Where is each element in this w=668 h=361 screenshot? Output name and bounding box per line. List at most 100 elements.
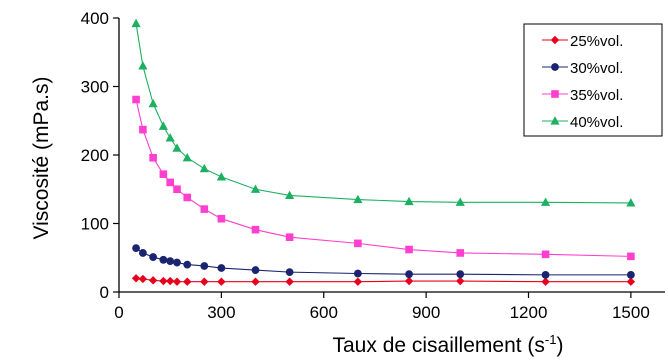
data-point: [285, 268, 294, 277]
data-point: [183, 193, 192, 202]
legend-marker: [551, 90, 559, 98]
data-point: [455, 197, 465, 206]
data-point: [626, 277, 636, 286]
data-point: [404, 196, 414, 206]
data-point: [132, 95, 140, 104]
x-axis-title-main: Taux de cisaillement (s: [333, 334, 545, 357]
data-point: [251, 225, 260, 234]
series-line: [135, 23, 631, 204]
data-point: [172, 277, 182, 286]
data-point: [200, 277, 209, 286]
data-point: [251, 277, 260, 286]
legend: 25%vol. 30%vol. 35%vol. 40%vol.: [523, 23, 663, 137]
series-2: [132, 244, 635, 279]
legend-item: 25%vol.: [542, 33, 623, 50]
data-point: [173, 185, 181, 194]
data-point: [540, 197, 551, 206]
data-point: [149, 153, 157, 162]
legend-marker: [550, 116, 560, 125]
series-line: [136, 277, 631, 283]
data-point: [353, 269, 362, 278]
data-point: [159, 170, 168, 178]
series-3: [132, 95, 635, 261]
data-point: [353, 277, 363, 286]
series-1: [131, 274, 636, 286]
legend-label: 40%vol.: [570, 114, 623, 131]
legend-label: 35%vol.: [570, 87, 623, 104]
data-point: [250, 184, 261, 193]
data-point: [285, 233, 294, 241]
data-point: [148, 276, 158, 285]
x-tick-label: 1500: [612, 303, 650, 322]
x-tick-label: 600: [310, 303, 338, 322]
data-point: [217, 264, 226, 272]
legend-item: 35%vol.: [542, 87, 623, 104]
legend-item: 40%vol.: [542, 114, 623, 131]
data-point: [251, 266, 260, 274]
data-point: [627, 252, 635, 261]
data-point: [217, 214, 226, 223]
data-point: [182, 152, 192, 162]
data-point: [285, 190, 295, 200]
data-point: [159, 276, 168, 286]
series-line: [135, 247, 631, 276]
data-point: [166, 257, 175, 266]
y-tick-label: 300: [81, 78, 109, 97]
data-point: [138, 249, 147, 257]
data-point: [183, 260, 192, 269]
data-point: [456, 276, 465, 286]
data-point: [216, 172, 226, 181]
data-point: [541, 250, 550, 259]
y-tick-label: 0: [100, 283, 109, 302]
data-point: [199, 163, 209, 173]
data-point: [132, 244, 140, 253]
data-point: [354, 239, 362, 248]
y-tick-label: 200: [81, 146, 109, 165]
data-point: [138, 274, 148, 284]
data-point: [139, 125, 147, 134]
legend-label: 25%vol.: [570, 33, 623, 50]
y-axis-title: Viscosité (mPa.s): [30, 77, 53, 240]
legend-label: 30%vol.: [570, 60, 623, 77]
data-point: [165, 276, 175, 286]
data-point: [405, 270, 413, 279]
data-point: [158, 121, 168, 130]
data-point: [148, 98, 158, 108]
plot-area: 0 100 200 300 400 0 300 600 900 1200 1500: [81, 9, 665, 322]
data-point: [172, 143, 182, 152]
data-point: [626, 270, 635, 279]
data-point: [456, 270, 465, 279]
data-point: [353, 194, 363, 204]
x-axis-title: Taux de cisaillement (s-1): [333, 332, 564, 357]
data-point: [131, 18, 141, 28]
x-axis-title-sup: -1: [545, 332, 557, 347]
data-point: [404, 276, 414, 286]
data-point: [183, 277, 192, 286]
data-point: [173, 258, 181, 267]
y-tick-label: 400: [81, 9, 109, 28]
legend-marker: [551, 63, 559, 71]
legend-box: [523, 23, 663, 137]
data-point: [626, 198, 636, 207]
x-tick-label: 1200: [510, 303, 548, 322]
data-point: [541, 270, 550, 279]
data-point: [138, 61, 148, 70]
x-tick-label: 0: [114, 303, 123, 322]
series-4: [131, 18, 636, 207]
data-point: [131, 274, 141, 283]
legend-marker: [550, 35, 560, 45]
data-point: [456, 249, 465, 257]
data-point: [166, 178, 174, 187]
data-point: [165, 133, 175, 142]
data-point: [541, 277, 550, 286]
data-point: [200, 205, 209, 213]
data-point: [149, 253, 158, 261]
legend-item: 30%vol.: [542, 60, 623, 77]
data-point: [200, 262, 209, 270]
data-point: [159, 255, 168, 264]
data-point: [405, 245, 413, 254]
data-point: [285, 277, 294, 286]
x-axis-title-end: ): [556, 334, 563, 357]
x-tick-label: 300: [207, 303, 235, 322]
